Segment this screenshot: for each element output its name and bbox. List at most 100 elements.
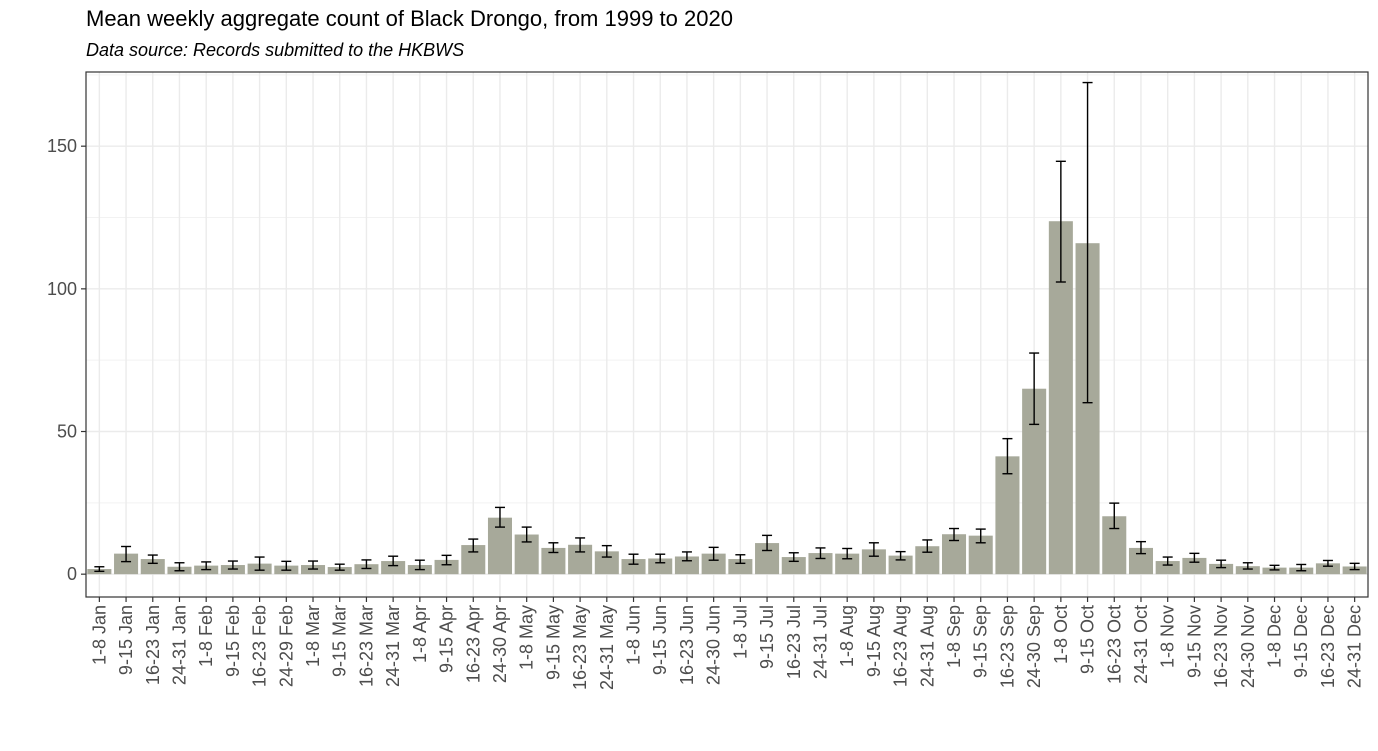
error-bar-21 (628, 553, 639, 565)
error-bar-2 (121, 545, 132, 563)
bar-44 (1235, 566, 1260, 575)
grid-lines (86, 72, 1368, 597)
x-tick-label: 24-31 Dec (1345, 605, 1365, 688)
x-tick-label: 16-23 Oct (1104, 605, 1124, 684)
x-tick-label: 1-8 Mar (303, 605, 323, 667)
error-bar-13 (414, 559, 425, 571)
error-bar-6 (227, 560, 238, 570)
error-bar-3 (147, 554, 158, 565)
y-tick-label: 50 (57, 422, 77, 442)
bar-20 (594, 551, 619, 575)
error-bar-31 (895, 550, 906, 561)
error-bar-28 (815, 547, 826, 560)
error-bar-10 (334, 563, 345, 571)
x-tick-label: 9-15 Jul (757, 605, 777, 669)
x-tick-label: 24-30 Apr (490, 605, 510, 683)
x-tick-label: 9-15 Apr (437, 605, 457, 673)
error-bar-4 (174, 562, 185, 572)
error-bar-42 (1189, 552, 1200, 563)
x-tick-label: 1-8 Apr (410, 605, 430, 663)
error-bar-48 (1349, 562, 1360, 571)
x-tick-label: 9-15 Oct (1078, 605, 1098, 674)
error-bar-11 (361, 559, 372, 570)
x-tick-label: 1-8 Jan (89, 605, 109, 665)
chart-title: Mean weekly aggregate count of Black Dro… (86, 6, 733, 31)
bar-24 (701, 553, 726, 575)
y-tick-label: 150 (47, 136, 77, 156)
error-bar-43 (1216, 559, 1227, 569)
x-tick-label: 24-31 Jul (810, 605, 830, 679)
error-bar-20 (601, 544, 612, 558)
bar-28 (808, 553, 833, 575)
bar-25 (728, 559, 753, 575)
error-bar-27 (788, 552, 799, 563)
error-bar-40 (1135, 540, 1146, 555)
error-bar-16 (494, 506, 505, 528)
error-bar-37 (1055, 160, 1066, 283)
error-bar-22 (655, 553, 666, 564)
x-tick-label: 1-8 Jun (624, 605, 644, 665)
x-tick-label: 1-8 Jul (730, 605, 750, 659)
x-tick-label: 9-15 Dec (1291, 605, 1311, 678)
bar-3 (140, 559, 165, 575)
x-tick-label: 16-23 May (570, 605, 590, 690)
x-tick-label: 9-15 Mar (330, 605, 350, 677)
bar-35 (995, 456, 1020, 575)
error-bar-18 (548, 542, 559, 554)
x-tick-label: 24-30 Sep (1024, 605, 1044, 688)
y-tick-label: 0 (67, 564, 77, 584)
error-bar-33 (949, 527, 960, 542)
error-bar-15 (468, 538, 479, 553)
bar-31 (888, 555, 913, 575)
bar-12 (381, 561, 406, 575)
x-tick-label: 1-8 Nov (1158, 605, 1178, 668)
x-tick-label: 24-30 Jun (704, 605, 724, 685)
x-tick-label: 9-15 Nov (1184, 605, 1204, 678)
error-bar-30 (868, 542, 879, 557)
error-bar-36 (1029, 352, 1040, 426)
error-bar-19 (575, 537, 586, 553)
error-bar-41 (1162, 556, 1173, 566)
x-tick-label: 24-31 Aug (917, 605, 937, 687)
chart-subtitle: Data source: Records submitted to the HK… (86, 40, 465, 60)
error-bar-34 (975, 528, 986, 544)
y-tick-label: 100 (47, 279, 77, 299)
x-tick-label: 1-8 May (517, 605, 537, 670)
x-tick-label: 16-23 Sep (997, 605, 1017, 688)
x-tick-label: 24-29 Feb (276, 605, 296, 687)
x-tick-label: 9-15 May (543, 605, 563, 680)
error-bar-29 (842, 547, 853, 560)
error-bar-5 (201, 561, 212, 571)
error-bar-24 (708, 546, 719, 561)
error-bar-9 (308, 560, 319, 570)
x-tick-label: 1-8 Sep (944, 605, 964, 668)
error-bar-38 (1082, 81, 1093, 404)
bar-48 (1342, 566, 1367, 575)
x-tick-label: 1-8 Feb (196, 605, 216, 667)
bar-22 (648, 558, 673, 575)
error-bar-14 (441, 554, 452, 566)
error-bar-26 (762, 534, 773, 552)
x-tick-label: 16-23 Dec (1318, 605, 1338, 688)
x-tick-label: 24-31 Jan (169, 605, 189, 685)
error-bar-25 (735, 554, 746, 565)
x-tick-label: 16-23 Feb (250, 605, 270, 687)
error-bar-12 (388, 555, 399, 567)
x-tick-label: 9-15 Aug (864, 605, 884, 677)
bar-27 (781, 557, 806, 575)
bar-29 (835, 553, 860, 575)
bar-43 (1209, 563, 1234, 575)
x-axis: 1-8 Jan 9-15 Jan 16-23 Jan 24-31 Jan 1-8 Feb… (89, 597, 1365, 690)
x-tick-label: 24-31 Mar (383, 605, 403, 687)
y-axis: 0 50 100 150 (47, 136, 86, 584)
x-tick-label: 9-15 Feb (223, 605, 243, 677)
bar-11 (354, 564, 379, 575)
error-bar-8 (281, 560, 292, 571)
error-bar-35 (1002, 437, 1013, 475)
x-tick-label: 9-15 Sep (971, 605, 991, 678)
x-tick-label: 9-15 Jan (116, 605, 136, 675)
x-tick-label: 9-15 Jun (650, 605, 670, 675)
error-bar-23 (681, 551, 692, 562)
bar-14 (434, 559, 459, 575)
